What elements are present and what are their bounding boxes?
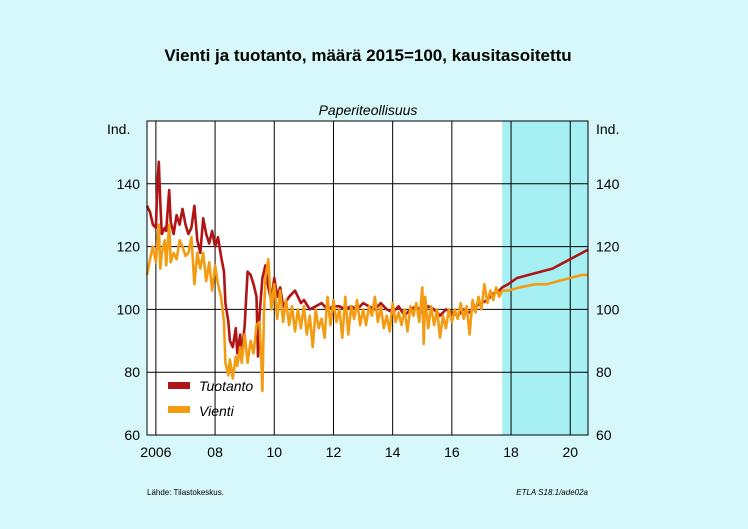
- x-tick-label: 14: [385, 444, 401, 460]
- x-tick-label: 20: [562, 444, 578, 460]
- y-tick-right: 140: [596, 176, 620, 192]
- x-tick-label: 12: [326, 444, 342, 460]
- y-tick-left: 120: [117, 239, 141, 255]
- legend-label-tuotanto: Tuotanto: [199, 378, 253, 394]
- y-tick-left: 60: [124, 427, 140, 443]
- series-layer: [145, 160, 589, 393]
- y-tick-right: 100: [596, 301, 620, 317]
- left-axis-unit: Ind.: [107, 121, 130, 137]
- legend-swatch-tuotanto: [168, 382, 190, 389]
- right-axis-unit: Ind.: [596, 121, 619, 137]
- x-tick-label: 08: [207, 444, 223, 460]
- chart-subtitle: Paperiteollisuus: [319, 102, 418, 118]
- y-tick-left: 140: [117, 176, 141, 192]
- legend-swatch-vienti: [168, 406, 190, 413]
- y-tick-right: 60: [596, 427, 612, 443]
- x-tick-label: 2006: [140, 444, 171, 460]
- series-line-vienti: [145, 223, 588, 393]
- y-tick-left: 100: [117, 301, 141, 317]
- x-tick-label: 18: [503, 444, 519, 460]
- source-note: Lähde: Tilastokeskus.: [147, 488, 224, 497]
- axis-ticks: 60 60 80 80 100 100 120 120 140 140 2006 08 10 12 14 16…: [117, 176, 620, 460]
- plot-frame: [146, 120, 589, 436]
- y-tick-right: 80: [596, 364, 612, 380]
- legend: Tuotanto Vienti: [168, 378, 253, 419]
- chart-title: Vienti ja tuotanto, määrä 2015=100, kaus…: [164, 46, 571, 65]
- legend-label-vienti: Vienti: [199, 403, 235, 419]
- y-tick-left: 80: [124, 364, 140, 380]
- y-tick-right: 120: [596, 239, 620, 255]
- x-tick-label: 10: [266, 444, 282, 460]
- x-tick-label: 16: [444, 444, 460, 460]
- chart-code: ETLA S18.1/ade02a: [516, 488, 588, 497]
